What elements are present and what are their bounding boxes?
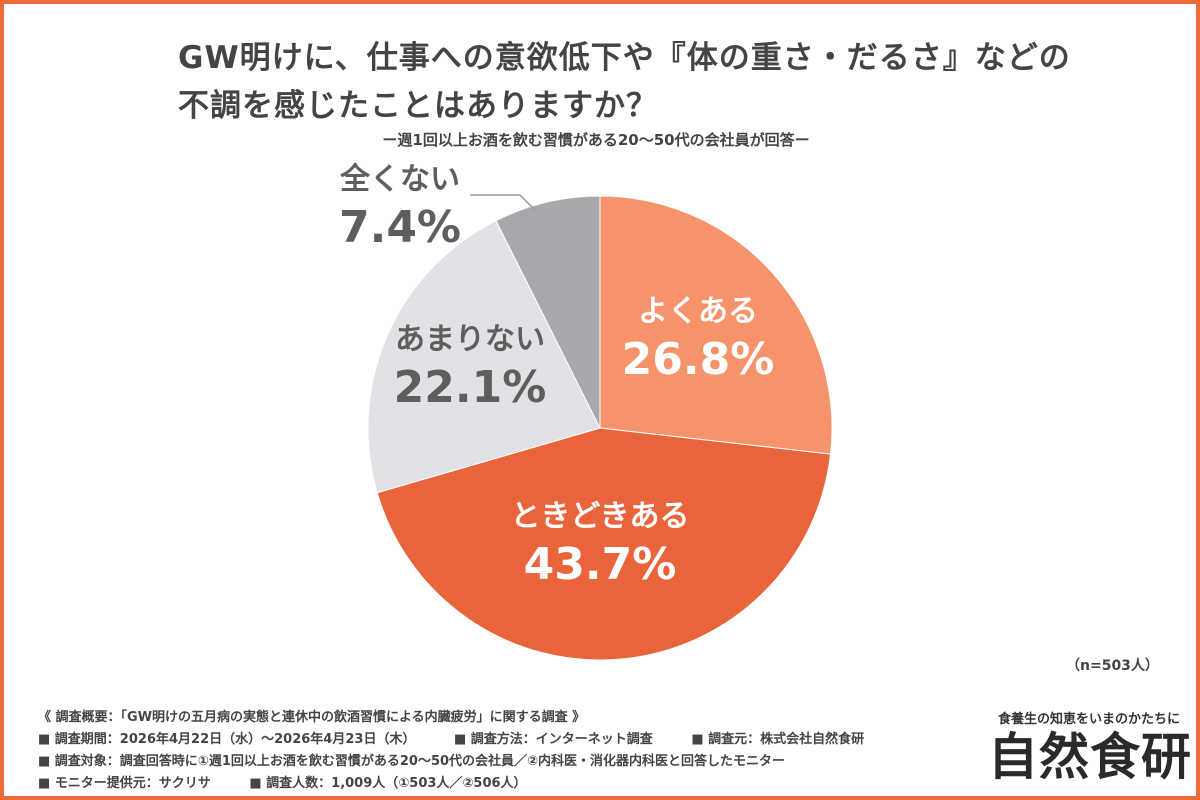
survey-method: ■ 調査方法：インターネット調査 — [453, 732, 653, 747]
slice-label-mattaku-nai: 全くない 7.4% — [330, 160, 470, 256]
slice-label-yoku-aru: よくある 26.8% — [608, 292, 788, 388]
chart-title: GW明けに、仕事への意欲低下や『体の重さ・だるさ』などの 不調を感じたことはあり… — [178, 34, 1071, 130]
slice-name: あまりない — [395, 322, 545, 357]
sample-size: （n=503人） — [1066, 658, 1159, 674]
survey-count: ■ 調査人数：1,009人（①503人／②506人） — [249, 776, 527, 791]
survey-source: ■ 調査元：株式会社自然食研 — [691, 732, 865, 747]
survey-target: ■ 調査対象：調査回答時に①週1回以上お酒を飲む習慣がある20〜50代の会社員／… — [38, 754, 786, 769]
slice-percent: 7.4% — [338, 202, 462, 253]
chart-subtitle: ー週1回以上お酒を飲む習慣がある20〜50代の会社員が回答ー — [382, 131, 810, 149]
slice-name: よくある — [638, 294, 758, 329]
slice-label-amari-nai: あまりない 22.1% — [370, 320, 570, 416]
survey-monitor: ■ モニター提供元：サクリサ — [38, 776, 211, 791]
survey-period: ■ 調査期間：2026年4月22日（水）〜2026年4月23日（木） — [38, 732, 416, 747]
survey-row-3: ■ モニター提供元：サクリサ ■ 調査人数：1,009人（①503人／②506人… — [38, 773, 864, 795]
slice-name: 全くない — [340, 162, 460, 197]
slice-name: ときどきある — [510, 499, 690, 534]
pie-slice-tokidoki-aru — [376, 427, 832, 661]
title-line-2: 不調を感じたことはありますか？ — [178, 88, 658, 124]
brand-tagline: 食養生の知恵をいまのかたちに — [998, 712, 1181, 727]
pie-slice-amari-nai — [367, 219, 601, 494]
survey-heading: 《 調査概要：「GW明けの五月病の実態と連休中の飲酒習慣による内臓疲労」に関する… — [38, 710, 586, 725]
brand-logo: 自然食研 — [988, 727, 1192, 786]
slice-percent: 43.7% — [523, 539, 677, 590]
title-line-1: GW明けに、仕事への意欲低下や『体の重さ・だるさ』などの — [178, 40, 1071, 76]
pie-slice-mattaku-nai — [495, 195, 601, 429]
survey-overview: 《 調査概要：「GW明けの五月病の実態と連休中の飲酒習慣による内臓疲労」に関する… — [38, 707, 864, 795]
leader-line-mattaku-nai — [470, 194, 536, 211]
survey-row-1: ■ 調査期間：2026年4月22日（水）〜2026年4月23日（木） ■ 調査方… — [38, 729, 864, 751]
slice-label-tokidoki-aru: ときどきある 43.7% — [470, 497, 730, 593]
slice-percent: 26.8% — [621, 334, 775, 385]
slice-percent: 22.1% — [393, 362, 547, 413]
pie-slice-yoku-aru — [599, 195, 833, 455]
